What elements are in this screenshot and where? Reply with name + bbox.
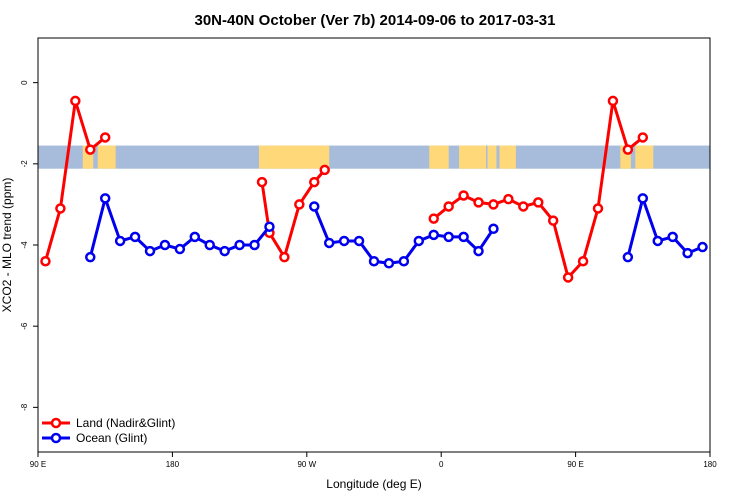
ocean-point — [622, 251, 634, 263]
ocean-point — [413, 235, 425, 247]
land-point — [577, 255, 589, 267]
legend-land-label: Land (Nadir&Glint) — [76, 416, 175, 430]
ocean-point — [159, 239, 171, 251]
ocean-point — [652, 235, 663, 247]
land-point — [279, 251, 290, 263]
ocean-point — [682, 247, 693, 259]
land-point — [443, 201, 454, 212]
y-tick-label: -8 — [20, 403, 29, 411]
ocean-point — [309, 201, 320, 212]
x-tick-label: 90 E — [30, 460, 46, 469]
ocean-point — [667, 231, 678, 243]
land-point — [592, 203, 604, 214]
x-tick-label: 90 E — [567, 460, 583, 469]
ocean-point — [488, 223, 499, 235]
ocean-band — [38, 145, 710, 169]
land-point — [562, 272, 574, 283]
land-point — [256, 176, 268, 188]
ocean-point — [85, 251, 96, 263]
x-tick-label: 90 W — [297, 460, 316, 469]
land-point — [637, 132, 649, 143]
land-band-segment — [487, 145, 497, 169]
legend-ocean-label: Ocean (Glint) — [76, 431, 147, 445]
ocean-point — [383, 258, 395, 269]
land-point — [458, 190, 469, 201]
y-tick-label: -4 — [20, 241, 29, 249]
ocean-point — [398, 255, 410, 267]
chart-title: 30N-40N October (Ver 7b) 2014-09-06 to 2… — [194, 12, 555, 29]
axis-ticks: 90 E 180 90 W 0 90 E 180 0 -2 -4 -6 -8 — [20, 80, 717, 469]
ocean-point — [204, 239, 215, 251]
land-point — [622, 144, 634, 155]
ocean-point — [637, 193, 649, 204]
land-series-line — [432, 99, 644, 279]
land-point — [85, 144, 96, 155]
land-ocean-mask-band — [38, 145, 710, 169]
legend-land-marker — [50, 417, 62, 429]
ocean-point — [99, 193, 111, 204]
land-point — [488, 199, 499, 210]
land-band-segment — [259, 145, 330, 169]
land-band-segment — [620, 145, 631, 169]
land-point — [309, 176, 320, 188]
ocean-point — [458, 231, 469, 243]
ocean-point — [249, 239, 260, 251]
land-band-segment — [459, 145, 486, 169]
x-tick-label: 0 — [439, 460, 444, 469]
land-point — [294, 199, 305, 210]
land-point — [533, 197, 544, 208]
x-tick-label: 180 — [703, 460, 717, 469]
y-tick-label: 0 — [20, 80, 29, 85]
land-band-segment — [499, 145, 516, 169]
ocean-point — [264, 221, 275, 232]
y-tick-label: -2 — [20, 160, 29, 168]
ocean-point — [144, 245, 156, 257]
ocean-point — [129, 231, 141, 243]
ocean-point — [473, 245, 484, 257]
ocean-point — [234, 239, 245, 251]
land-point — [547, 215, 559, 226]
ocean-point — [353, 235, 365, 247]
land-band-segment — [97, 145, 116, 169]
x-tick-label: 180 — [166, 460, 180, 469]
x-axis-label: Longitude (deg E) — [326, 477, 421, 491]
land-point — [518, 201, 529, 212]
land-point — [55, 203, 66, 214]
land-band-segment — [429, 145, 449, 169]
ocean-point — [368, 255, 380, 267]
ocean-point — [443, 231, 454, 243]
ocean-point — [114, 235, 126, 247]
land-point — [70, 95, 81, 107]
y-tick-label: -6 — [20, 322, 29, 330]
land-band-segment — [635, 145, 654, 169]
ocean-point — [174, 243, 186, 255]
ocean-point — [697, 241, 708, 253]
legend-ocean-marker — [50, 432, 62, 444]
land-point — [40, 255, 51, 267]
land-point — [428, 213, 439, 224]
land-point — [473, 197, 484, 208]
legend: Land (Nadir&Glint) Ocean (Glint) — [42, 416, 175, 445]
ocean-point — [189, 231, 201, 243]
land-point — [319, 164, 330, 176]
ocean-point — [323, 237, 335, 249]
ocean-point — [428, 229, 439, 241]
land-point — [607, 95, 619, 107]
land-point — [503, 193, 514, 205]
ocean-point — [219, 245, 230, 257]
ocean-series-line — [626, 196, 704, 258]
ocean-point — [338, 235, 350, 247]
land-band-segment — [82, 145, 94, 169]
land-point — [99, 132, 111, 143]
y-axis-label: XCO2 - MLO trend (ppm) — [0, 178, 14, 313]
series-layer — [40, 95, 708, 283]
